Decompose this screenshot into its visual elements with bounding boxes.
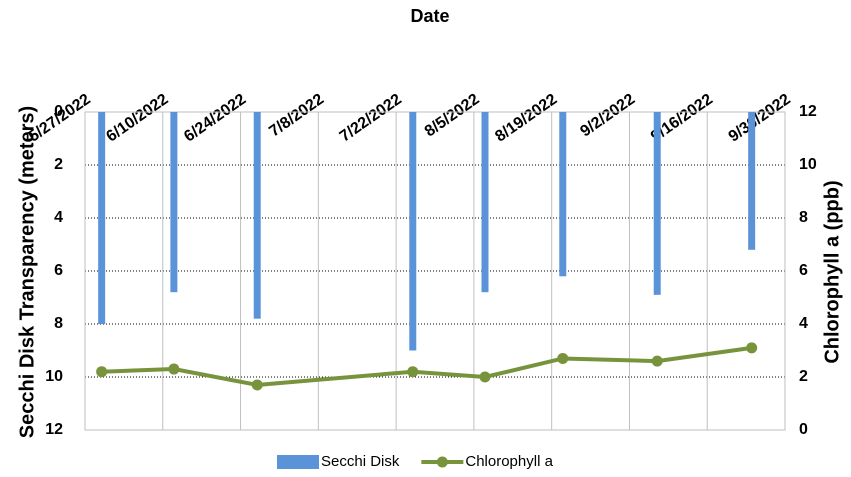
point	[407, 366, 419, 378]
line	[101, 345, 752, 387]
y2-tick-label: 4	[799, 315, 808, 332]
plot-frame	[84, 111, 786, 431]
y2-tick-label: 10	[799, 156, 817, 173]
x-tick-label: 6/24/2022	[181, 91, 249, 146]
x-tick-label: 9/30/2022	[726, 91, 794, 146]
point	[479, 371, 491, 383]
y-axis-label: Secchi Disk Transparency (meters)	[16, 106, 38, 438]
x-tick-label: 6/10/2022	[103, 91, 171, 146]
bar	[481, 112, 489, 293]
y-tick-label: 8	[54, 315, 63, 332]
bar	[653, 112, 661, 295]
bar	[170, 112, 178, 293]
legend-swatch	[277, 455, 319, 469]
y2-axis-label: Chlorophyll a (ppb)	[821, 180, 843, 363]
bar	[409, 112, 417, 351]
point	[557, 352, 569, 364]
legend-label: Secchi Disk	[321, 453, 400, 470]
bar	[559, 112, 567, 277]
x-axis-label: Date	[410, 6, 449, 26]
point	[251, 379, 263, 391]
legend-label: Chlorophyll a	[465, 453, 553, 470]
bar	[98, 112, 106, 324]
y-tick-label: 10	[45, 368, 63, 385]
point	[168, 363, 180, 375]
x-tick-label: 8/19/2022	[492, 91, 560, 146]
point	[746, 342, 758, 354]
y-tick-label: 6	[54, 262, 63, 279]
y-tick-label: 2	[54, 156, 63, 173]
y2-tick-label: 8	[799, 209, 808, 226]
y-tick-label: 4	[54, 209, 63, 226]
point	[96, 366, 108, 378]
y2-tick-label: 2	[799, 368, 808, 385]
y2-tick-label: 12	[799, 103, 817, 120]
y2-tick-label: 6	[799, 262, 808, 279]
y2-tick-label: 0	[799, 421, 808, 438]
y-tick-label: 12	[45, 421, 63, 438]
bar	[253, 112, 261, 319]
point	[651, 355, 663, 367]
y-tick-label: 0	[54, 103, 63, 120]
legend-swatch	[436, 456, 448, 468]
x-tick-label: 7/22/2022	[337, 91, 405, 146]
bar	[748, 112, 756, 250]
